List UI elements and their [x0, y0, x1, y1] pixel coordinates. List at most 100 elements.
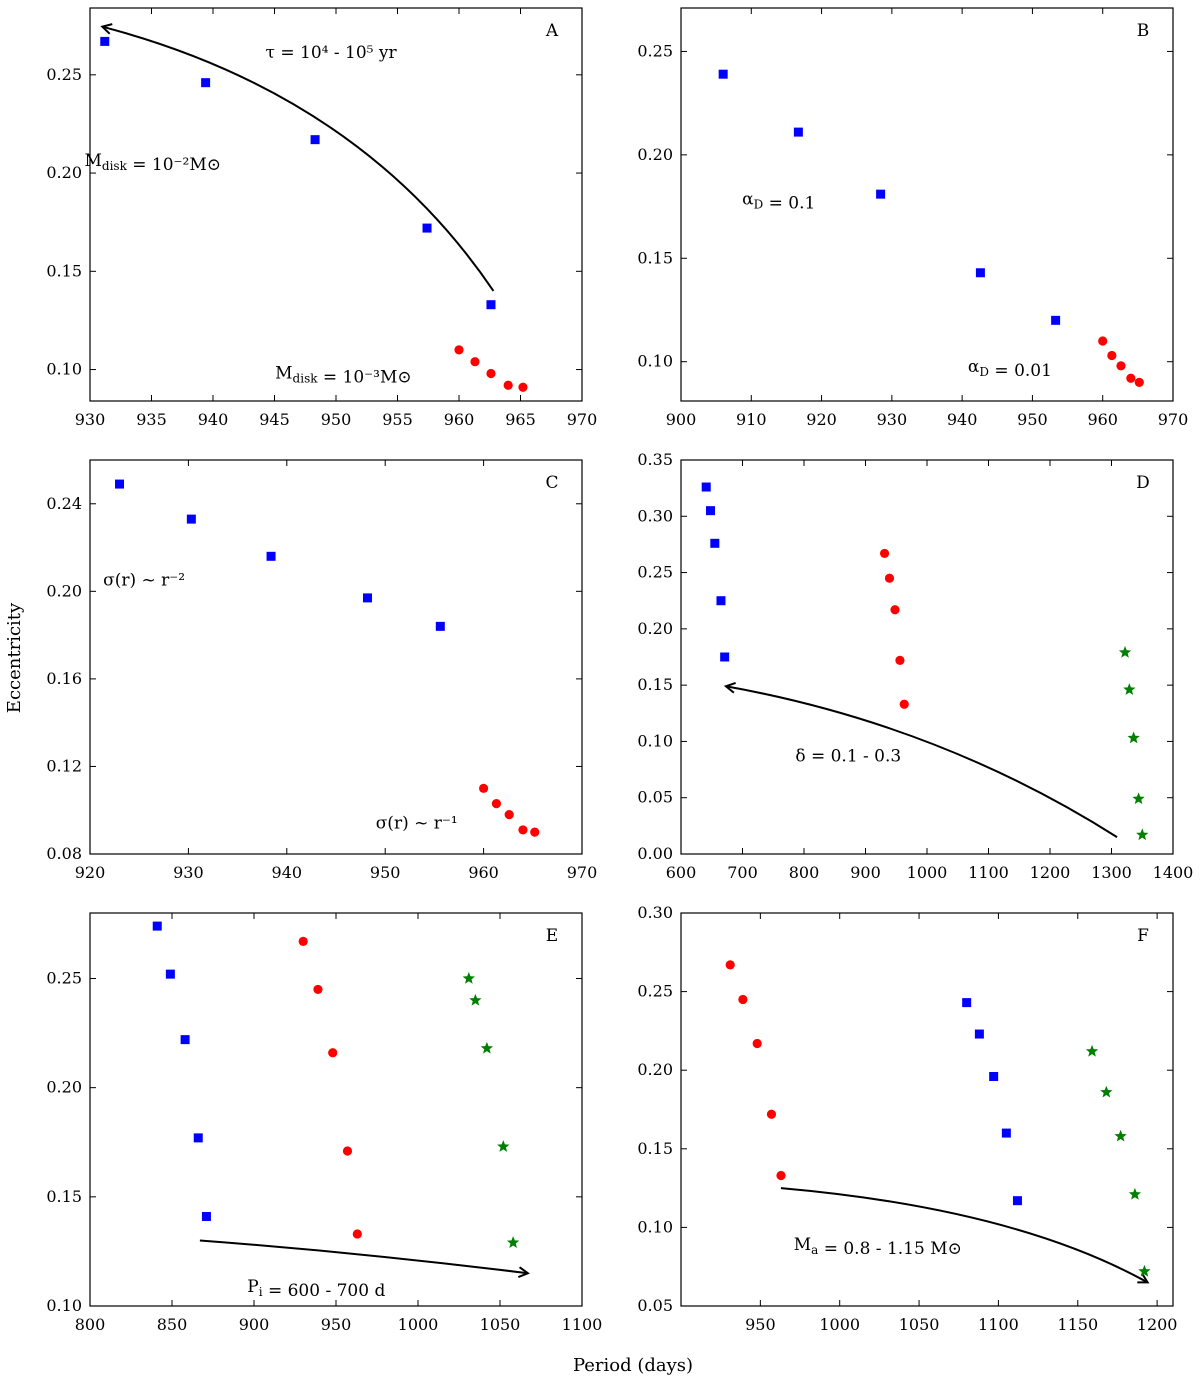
x-tick-label: 800 [789, 863, 820, 882]
y-tick-label: 0.20 [637, 145, 673, 164]
red-circle-point [1116, 361, 1126, 371]
blue-square-point [974, 1029, 984, 1039]
y-tick-label: 0.10 [46, 1296, 82, 1315]
y-tick-label: 0.15 [637, 675, 673, 694]
blue-square-point [362, 593, 372, 603]
blue-square-point [266, 551, 276, 561]
blue-square-point [201, 78, 211, 88]
red-circle-point [884, 573, 895, 583]
red-circle-point [895, 655, 905, 665]
x-tick-label: 930 [75, 410, 106, 429]
y-tick-label: 0.00 [637, 844, 673, 863]
x-tick-label: 1200 [1030, 863, 1071, 882]
trend-arrow [726, 686, 1118, 838]
x-tick-label: 1200 [1137, 1315, 1178, 1334]
red-circle-point [1126, 373, 1136, 383]
y-tick-label: 0.20 [637, 619, 673, 638]
x-tick-label: 900 [239, 1315, 270, 1334]
green-star-point [462, 972, 476, 984]
x-tick-label: 950 [370, 863, 401, 882]
green-star-point [1085, 1044, 1099, 1057]
x-tick-label: 1000 [907, 863, 948, 882]
blue-square-point [1051, 315, 1061, 325]
panel-letter: E [546, 926, 558, 946]
red-circle-point [479, 783, 489, 793]
panel-letter: C [545, 473, 558, 493]
trend-arrow [199, 1239, 528, 1274]
blue-square-point [718, 69, 728, 79]
x-tick-label: 930 [173, 863, 204, 882]
blue-square-point [975, 268, 985, 278]
x-tick-label: 940 [272, 863, 303, 882]
panel-A: 930 935 940 945 950 955 960 965 970 0.10 0.15 0.20 0… [46, 7, 597, 429]
panels-group: 930 935 940 945 950 955 960 965 970 0.10 0.15 0.20 0… [46, 7, 1193, 1334]
y-tick-label: 0.15 [46, 261, 82, 280]
red-circle-point [752, 1038, 762, 1049]
blue-square-point [710, 538, 720, 548]
annotation-label: Ma = 0.8 - 1.15 M⊙ [794, 1235, 962, 1259]
trend-arrow [780, 1187, 1148, 1282]
x-tick-label: 600 [666, 863, 697, 882]
panel-letter: D [1136, 473, 1150, 493]
x-tick-label: 950 [321, 410, 352, 429]
y-tick-label: 0.20 [637, 1060, 673, 1079]
x-tick-label: 945 [259, 410, 290, 429]
y-tick-label: 0.05 [637, 788, 673, 807]
blue-square-point [793, 127, 803, 137]
blue-square-point [435, 621, 445, 631]
x-tick-label: 910 [736, 410, 767, 429]
panel-E: 800 850 900 950 1000 1050 1100 0.10 0.15 0.20 0.25… [46, 912, 602, 1334]
x-tick-label: 940 [198, 410, 229, 429]
blue-square-point [720, 652, 730, 662]
red-circle-point [352, 1229, 362, 1239]
y-tick-label: 0.20 [46, 1078, 82, 1097]
annotation-label: Pi = 600 - 700 d [247, 1277, 385, 1301]
y-tick-label: 0.30 [637, 903, 673, 922]
x-tick-label: 1100 [968, 863, 1009, 882]
y-tick-label: 0.05 [637, 1296, 673, 1315]
x-tick-label: 950 [321, 1315, 352, 1334]
y-tick-label: 0.12 [46, 756, 82, 775]
y-tick-label: 0.25 [637, 41, 673, 60]
green-star-point [1123, 683, 1136, 695]
panel-letter: B [1137, 21, 1150, 41]
x-tick-label: 700 [727, 863, 758, 882]
green-star-point [1114, 1129, 1127, 1142]
green-star-point [480, 1041, 494, 1054]
panel-frame [89, 7, 583, 402]
y-tick-label: 0.35 [637, 450, 673, 469]
blue-square-point [1012, 1196, 1022, 1206]
red-circle-point [1134, 377, 1144, 387]
red-circle-point [503, 380, 513, 390]
x-tick-label: 940 [947, 410, 978, 429]
y-tick-label: 0.25 [46, 65, 82, 84]
red-circle-point [504, 810, 514, 820]
annotation-label: σ(r) ~ r⁻² [103, 571, 185, 591]
panel-letter: F [1137, 926, 1149, 946]
y-tick-label: 0.16 [46, 669, 82, 688]
red-circle-point [518, 382, 528, 392]
x-tick-label: 1150 [1057, 1315, 1098, 1334]
green-star-point [497, 1140, 510, 1152]
red-circle-point [486, 368, 496, 379]
red-circle-point [776, 1170, 786, 1181]
y-tick-label: 0.08 [46, 844, 82, 863]
trend-arrow [102, 27, 495, 292]
x-tick-label: 800 [75, 1315, 106, 1334]
panel-B: 900 910 920 930 940 950 960 970 0.10 0.15 0.20 0.25… [637, 7, 1188, 429]
y-tick-label: 0.15 [637, 1139, 673, 1158]
x-tick-label: 970 [567, 863, 598, 882]
y-axis-label: Eccentricity [4, 602, 25, 713]
red-circle-point [890, 605, 900, 615]
x-tick-label: 920 [75, 863, 106, 882]
x-tick-label: 960 [468, 863, 499, 882]
annotation-label: αD = 0.1 [742, 190, 815, 214]
y-tick-label: 0.24 [46, 494, 82, 513]
x-tick-label: 1000 [398, 1315, 439, 1334]
y-tick-label: 0.15 [637, 248, 673, 267]
annotation-label: Mdisk = 10⁻²M⊙ [84, 151, 221, 175]
panel-frame [680, 7, 1174, 402]
blue-square-point [1001, 1128, 1011, 1138]
x-tick-label: 950 [745, 1315, 776, 1334]
